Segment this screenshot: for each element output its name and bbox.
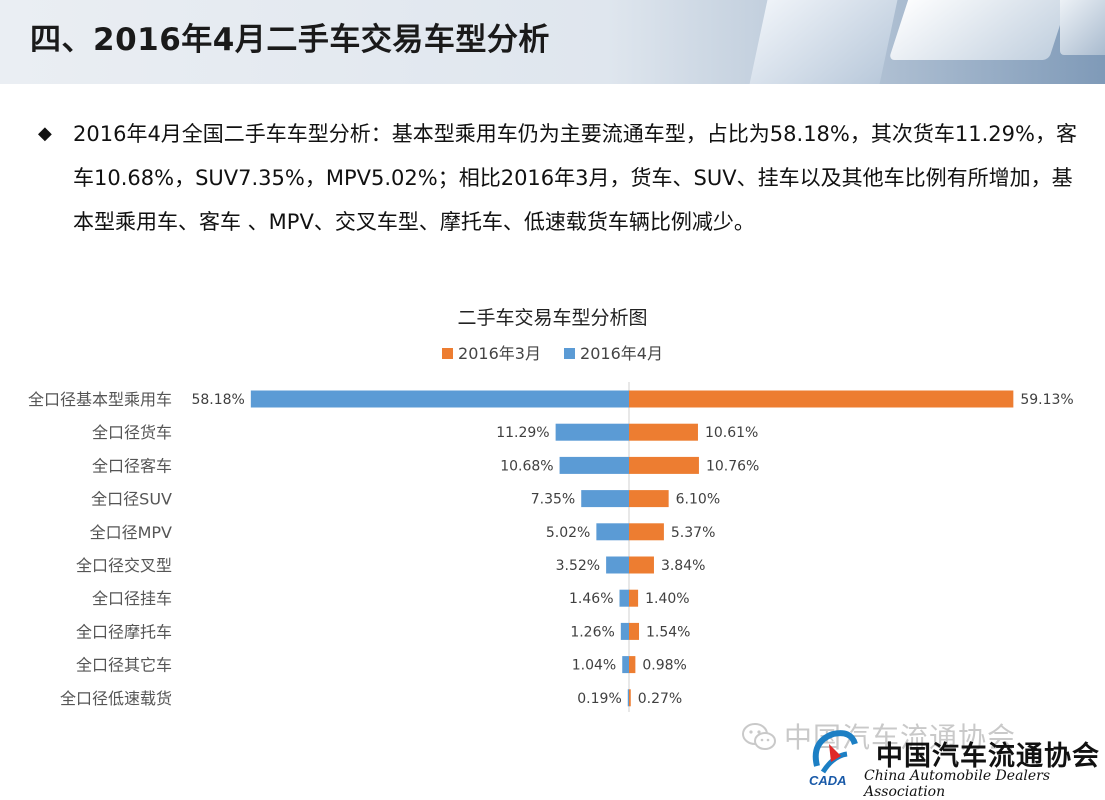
bar-march [629,556,654,574]
legend-swatch-april [564,348,576,359]
value-label-march: 1.54% [646,624,690,640]
bar-april [620,622,629,640]
analysis-text: 2016年4月全国二手车车型分析：基本型乘用车仍为主要流通车型，占比为58.18… [73,122,1077,234]
category-label: 全口径其它车 [76,656,172,675]
bar-march [629,589,639,607]
value-label-march: 59.13% [1020,392,1073,408]
header-banner: 四、2016年4月二手车交易车型分析 [0,0,1105,84]
bar-april [622,656,629,674]
bar-march [629,390,1014,408]
value-label-april: 0.19% [577,691,621,707]
category-label: 全口径客车 [92,456,172,475]
bar-april [619,589,629,607]
legend-label-march: 2016年3月 [458,344,541,363]
category-label: 全口径交叉型 [76,556,172,575]
bar-march [629,490,669,508]
legend-label-april: 2016年4月 [580,344,663,363]
chart-legend: 2016年3月 2016年4月 [0,340,1105,364]
category-label: 全口径MPV [90,523,172,542]
value-label-april: 5.02% [546,525,590,541]
bar-march [629,656,636,674]
logo-chinese-name: 中国汽车流通协会 [876,741,1100,772]
bar-april [581,490,629,508]
value-label-april: 58.18% [191,392,244,408]
value-label-march: 1.40% [645,591,689,607]
value-label-march: 10.76% [706,458,759,474]
diamond-bullet-icon: ◆ [38,123,52,144]
category-label: 全口径基本型乘用车 [28,390,172,409]
bar-march [629,689,631,707]
legend-item-april: 2016年4月 [564,340,663,364]
cada-logo-icon: CADA [809,730,858,788]
value-label-march: 6.10% [676,492,720,508]
logo-mark-text: CADA [809,773,847,788]
bar-april [250,390,629,408]
header-decoration [1060,0,1105,55]
value-label-march: 0.27% [638,691,682,707]
chart-title: 二手车交易车型分析图 [457,307,648,329]
bar-march [629,456,699,474]
value-label-april: 1.26% [570,624,614,640]
value-label-march: 5.37% [671,525,715,541]
category-label: 全口径低速载货 [60,689,172,708]
bar-march [629,423,698,441]
page-title: 四、2016年4月二手车交易车型分析 [30,22,550,58]
legend-swatch-march [442,348,454,359]
category-label: 全口径挂车 [92,589,172,608]
value-label-april: 11.29% [496,425,549,441]
value-label-march: 0.98% [642,658,686,674]
value-label-april: 1.04% [572,658,616,674]
value-label-april: 10.68% [500,458,553,474]
bar-march [629,523,664,541]
logo-english-name: China Automobile Dealers Association [864,768,1051,800]
analysis-bullet: ◆ 2016年4月全国二手车车型分析：基本型乘用车仍为主要流通车型，占比为58.… [38,112,1078,244]
value-label-april: 3.52% [556,558,600,574]
value-label-march: 3.84% [661,558,705,574]
bar-march [629,622,640,640]
category-label: 全口径摩托车 [76,622,172,641]
category-label: 全口径货车 [92,423,172,442]
bar-april [606,556,629,574]
bar-april [627,689,629,707]
bar-april [559,456,629,474]
legend-item-march: 2016年3月 [442,340,541,364]
value-label-april: 7.35% [531,492,575,508]
category-label: 全口径SUV [91,490,172,509]
bar-april [555,423,629,441]
value-label-april: 1.46% [569,591,613,607]
bar-april [596,523,629,541]
wechat-icon [742,723,776,750]
value-label-march: 10.61% [705,425,758,441]
